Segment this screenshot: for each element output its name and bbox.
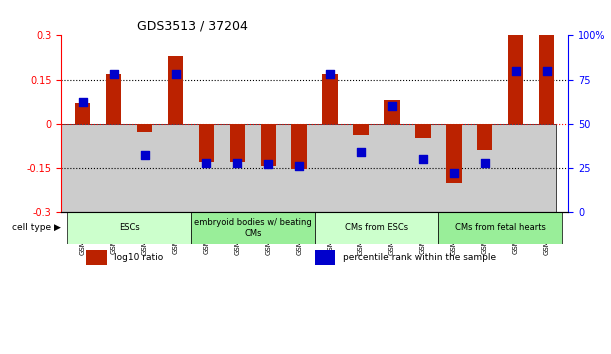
Bar bbox=[191, 212, 315, 244]
Text: percentile rank within the sample: percentile rank within the sample bbox=[343, 253, 496, 262]
Text: GSM348011: GSM348011 bbox=[389, 212, 395, 255]
Bar bbox=[415, 124, 431, 138]
Bar bbox=[137, 124, 152, 132]
Text: GSM348005: GSM348005 bbox=[203, 212, 210, 255]
Text: CMs from ESCs: CMs from ESCs bbox=[345, 223, 408, 233]
Bar bbox=[315, 250, 335, 265]
Text: GSM348013: GSM348013 bbox=[451, 212, 457, 255]
Point bbox=[356, 149, 366, 155]
Bar bbox=[323, 74, 338, 124]
Point bbox=[480, 160, 489, 165]
Point bbox=[542, 68, 552, 74]
Bar bbox=[539, 35, 554, 124]
Text: GSM348007: GSM348007 bbox=[265, 212, 271, 255]
Bar bbox=[61, 124, 556, 212]
Bar bbox=[168, 56, 183, 124]
Text: GSM348016: GSM348016 bbox=[544, 212, 549, 255]
Bar bbox=[446, 124, 461, 183]
Point bbox=[325, 72, 335, 77]
Text: GSM348002: GSM348002 bbox=[111, 212, 117, 255]
Bar bbox=[199, 124, 214, 162]
Text: GSM348015: GSM348015 bbox=[513, 212, 519, 255]
Text: GSM348001: GSM348001 bbox=[80, 212, 86, 255]
Text: GSM348008: GSM348008 bbox=[296, 212, 302, 255]
Bar bbox=[315, 212, 438, 244]
Bar bbox=[508, 35, 524, 124]
Point bbox=[387, 103, 397, 109]
Bar bbox=[438, 212, 562, 244]
Point bbox=[78, 99, 87, 105]
Bar bbox=[75, 103, 90, 124]
Text: log10 ratio: log10 ratio bbox=[114, 253, 164, 262]
Text: ESCs: ESCs bbox=[119, 223, 139, 233]
Bar bbox=[106, 74, 122, 124]
Bar bbox=[230, 124, 245, 162]
Text: GSM348004: GSM348004 bbox=[172, 212, 178, 255]
Point bbox=[232, 160, 242, 165]
Bar bbox=[87, 250, 107, 265]
Point bbox=[202, 160, 211, 165]
Point bbox=[170, 72, 180, 77]
Text: CMs from fetal hearts: CMs from fetal hearts bbox=[455, 223, 546, 233]
Point bbox=[140, 153, 150, 158]
Point bbox=[418, 156, 428, 162]
Point bbox=[109, 72, 119, 77]
Bar bbox=[353, 124, 369, 136]
Bar bbox=[260, 124, 276, 166]
Text: GSM348003: GSM348003 bbox=[142, 212, 148, 255]
Text: GSM348010: GSM348010 bbox=[358, 212, 364, 255]
Text: GDS3513 / 37204: GDS3513 / 37204 bbox=[137, 20, 248, 33]
Bar bbox=[384, 100, 400, 124]
Text: cell type ▶: cell type ▶ bbox=[12, 223, 61, 233]
Text: GSM348006: GSM348006 bbox=[235, 212, 240, 255]
Bar bbox=[67, 212, 191, 244]
Text: embryoid bodies w/ beating
CMs: embryoid bodies w/ beating CMs bbox=[194, 218, 312, 238]
Bar bbox=[291, 124, 307, 169]
Text: GSM348009: GSM348009 bbox=[327, 212, 333, 255]
Bar bbox=[477, 124, 492, 150]
Text: GSM348012: GSM348012 bbox=[420, 212, 426, 255]
Text: GSM348014: GSM348014 bbox=[481, 212, 488, 255]
Point bbox=[295, 163, 304, 169]
Point bbox=[263, 161, 273, 167]
Point bbox=[511, 68, 521, 74]
Point bbox=[449, 170, 459, 176]
